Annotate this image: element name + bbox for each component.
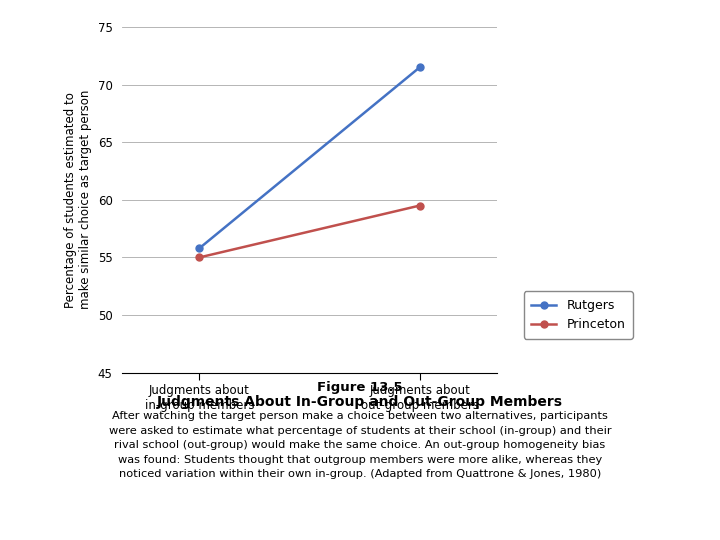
Text: Judgments About In-Group and Out-Group Members: Judgments About In-Group and Out-Group M… (157, 395, 563, 409)
Text: Figure 13.5: Figure 13.5 (318, 381, 402, 394)
Text: Social Psychology, Eighth Edition
Elliot Aronson | Timothy D. Wilson | Robin M. : Social Psychology, Eighth Edition Elliot… (140, 505, 343, 527)
Y-axis label: Percentage of students estimated to
make similar choice as target person: Percentage of students estimated to make… (64, 90, 92, 309)
Line: Princeton: Princeton (196, 202, 423, 261)
Text: After watching the target person make a choice between two alternatives, partici: After watching the target person make a … (109, 411, 611, 479)
Princeton (415, 202, 424, 209)
Legend: Rutgers, Princeton: Rutgers, Princeton (524, 292, 633, 339)
Line: Rutgers: Rutgers (196, 64, 423, 252)
Rutgers (195, 245, 204, 252)
Rutgers (415, 64, 424, 71)
Text: PEARSON: PEARSON (600, 507, 710, 525)
Princeton (195, 254, 204, 261)
Text: ALWAYS LEARNING: ALWAYS LEARNING (18, 511, 113, 521)
Text: ©2013 Pearson Education, Inc.
All Rights Reserved.: ©2013 Pearson Education, Inc. All Rights… (438, 505, 562, 527)
